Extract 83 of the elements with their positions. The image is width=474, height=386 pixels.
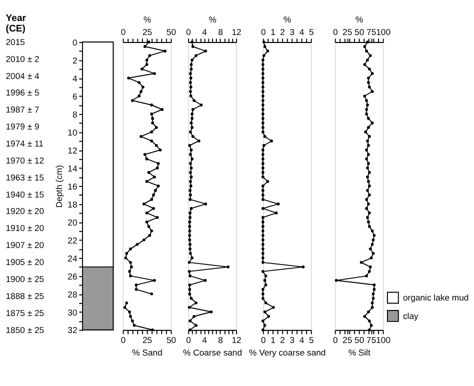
y-tick-label: 8 bbox=[72, 109, 78, 120]
x-tick-label: 8 bbox=[218, 334, 224, 345]
x2-tick-label: 50 bbox=[166, 26, 176, 37]
y-tick-label: 32 bbox=[68, 325, 78, 336]
x2-tick-label: 3 bbox=[290, 26, 295, 37]
x2-tick-label: 75 bbox=[366, 26, 376, 37]
x-tick-label: 4 bbox=[202, 334, 208, 345]
x2-tick-label: 0 bbox=[260, 26, 266, 37]
x2-tick-label: 100 bbox=[376, 26, 391, 37]
x2-tick-label: 50 bbox=[354, 26, 364, 37]
x-tick-label: 100 bbox=[376, 334, 391, 345]
y-tick-label: 0 bbox=[72, 37, 78, 48]
text: 1905 ± 20 bbox=[6, 257, 44, 268]
text: 1900 ± 25 bbox=[6, 274, 44, 284]
x-tick-label: 12 bbox=[232, 334, 242, 345]
legend-label: organic lake mud bbox=[402, 292, 469, 303]
text: Year (CE) bbox=[6, 12, 26, 34]
x2-tick-label: 1 bbox=[270, 26, 276, 37]
x2-tick-label: 0 bbox=[186, 26, 192, 37]
y-tick-label: 2 bbox=[72, 55, 78, 66]
y-tick-label: 10 bbox=[68, 127, 78, 138]
y-tick-label: 12 bbox=[68, 145, 78, 156]
text: 1920 ± 20 bbox=[6, 206, 44, 216]
legend-label: clay bbox=[402, 310, 420, 321]
text: 1940 ± 15 bbox=[6, 189, 44, 200]
x-tick-label: 0 bbox=[186, 334, 192, 345]
x-tick-label: 0 bbox=[332, 334, 338, 345]
x2-tick-label: 0 bbox=[332, 26, 338, 37]
x2-tick-label: 2 bbox=[280, 26, 286, 37]
x-axis-title: % Sand bbox=[132, 347, 163, 358]
x-axis-title: % Very coarse sand bbox=[249, 347, 326, 358]
x-tick-label: 5 bbox=[308, 334, 314, 345]
text: 1963 ± 15 bbox=[6, 172, 44, 182]
y-axis-title: Depth (cm) bbox=[54, 164, 64, 208]
x-tick-label: 50 bbox=[166, 334, 176, 345]
y-tick-label: 18 bbox=[68, 199, 78, 210]
y-tick-label: 14 bbox=[68, 163, 78, 174]
x-tick-label: 4 bbox=[299, 334, 304, 345]
x2-axis-title: % bbox=[208, 14, 217, 24]
y-tick-label: 4 bbox=[72, 73, 78, 84]
text: 1974 ± 11 bbox=[6, 138, 44, 149]
y-tick-label: 24 bbox=[68, 253, 78, 264]
x2-axis-title: % bbox=[143, 14, 152, 24]
x-axis-title: % Silt bbox=[348, 347, 371, 358]
x-tick-label: 3 bbox=[290, 334, 295, 345]
x2-axis-title: % bbox=[356, 14, 364, 24]
x-tick-label: 25 bbox=[342, 334, 352, 345]
y-tick-label: 6 bbox=[72, 91, 78, 102]
x-tick-label: 1 bbox=[270, 334, 276, 345]
text: 1875 ± 25 bbox=[6, 308, 44, 318]
y-tick-label: 28 bbox=[68, 289, 78, 300]
x2-tick-label: 8 bbox=[218, 26, 224, 37]
x-tick-label: 75 bbox=[366, 334, 376, 345]
text: 1888 ± 25 bbox=[6, 290, 44, 301]
x2-tick-label: 4 bbox=[299, 26, 304, 37]
x2-axis-title: % bbox=[284, 14, 292, 24]
x-tick-label: 2 bbox=[280, 334, 286, 345]
text: 2004 ± 4 bbox=[6, 70, 40, 81]
x-tick-label: 25 bbox=[142, 334, 152, 345]
x-axis-title: % Coarse sand bbox=[183, 347, 242, 358]
text: 1979 ± 9 bbox=[6, 122, 40, 132]
x-tick-label: 50 bbox=[354, 334, 364, 345]
x2-tick-label: 5 bbox=[308, 26, 314, 37]
text: 2015 bbox=[6, 36, 26, 47]
x2-tick-label: 25 bbox=[142, 26, 152, 37]
text: 1907 ± 20 bbox=[6, 240, 44, 250]
x-tick-label: 0 bbox=[260, 334, 266, 345]
y-tick-label: 30 bbox=[68, 307, 78, 318]
x2-tick-label: 12 bbox=[232, 26, 242, 37]
text: 1910 ± 20 bbox=[6, 223, 44, 234]
x2-tick-label: 0 bbox=[120, 26, 126, 37]
y-tick-label: 20 bbox=[68, 217, 78, 228]
text: 2010 ± 2 bbox=[6, 54, 40, 64]
y-tick-label: 26 bbox=[68, 271, 78, 282]
y-tick-label: 22 bbox=[68, 235, 78, 246]
x2-tick-label: 4 bbox=[202, 26, 208, 37]
text: 1850 ± 25 bbox=[6, 324, 44, 335]
text: 1996 ± 5 bbox=[6, 88, 40, 98]
text: 1970 ± 12 bbox=[6, 155, 44, 166]
y-tick-label: 16 bbox=[68, 181, 78, 192]
text: 1987 ± 7 bbox=[6, 104, 40, 115]
x2-tick-label: 25 bbox=[342, 26, 352, 37]
x-tick-label: 0 bbox=[120, 334, 126, 345]
